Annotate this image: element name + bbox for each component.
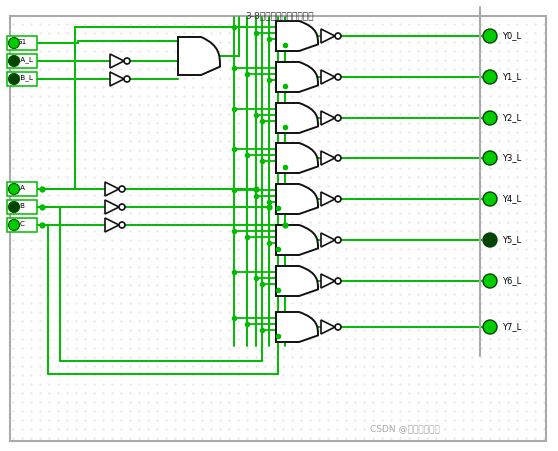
Text: B: B [20,203,25,209]
Circle shape [483,151,497,165]
Circle shape [8,184,20,194]
PathPatch shape [276,266,318,296]
Bar [7,182,37,196]
PathPatch shape [276,103,318,133]
Circle shape [119,186,125,192]
Polygon shape [105,182,119,196]
PathPatch shape [276,312,318,342]
Text: G1: G1 [17,39,27,45]
Text: G2A_L: G2A_L [11,57,33,64]
Circle shape [8,202,20,212]
Circle shape [124,58,130,64]
Text: Y4_L: Y4_L [502,194,521,203]
Text: Y6_L: Y6_L [502,276,521,285]
Circle shape [335,74,341,80]
Text: A: A [20,185,25,191]
Circle shape [483,274,497,288]
Text: Y3_L: Y3_L [502,153,521,162]
PathPatch shape [276,184,318,214]
Circle shape [8,55,20,66]
Circle shape [483,320,497,334]
Text: Y1_L: Y1_L [502,73,521,82]
Polygon shape [321,151,335,165]
Polygon shape [321,192,335,206]
Text: Y7_L: Y7_L [502,322,521,331]
Circle shape [335,115,341,121]
Circle shape [335,33,341,39]
Circle shape [335,324,341,330]
PathPatch shape [276,21,318,51]
Circle shape [335,155,341,161]
Polygon shape [321,233,335,247]
Polygon shape [105,200,119,214]
PathPatch shape [178,37,220,75]
Circle shape [483,29,497,43]
Circle shape [119,204,125,210]
Circle shape [8,74,20,84]
Circle shape [335,196,341,202]
Bar [7,72,37,86]
Polygon shape [105,218,119,232]
Text: 3-8译码器子模块实现区域: 3-8译码器子模块实现区域 [246,11,314,20]
Text: Y2_L: Y2_L [502,114,521,123]
Circle shape [483,233,497,247]
PathPatch shape [276,143,318,173]
Circle shape [124,76,130,82]
Circle shape [119,222,125,228]
PathPatch shape [276,62,318,92]
Bar [7,54,37,68]
Bar [7,36,37,50]
Polygon shape [321,70,335,84]
Text: Y0_L: Y0_L [502,32,521,41]
Text: CSDN @追逐远方的梦: CSDN @追逐远方的梦 [370,424,440,433]
Circle shape [335,278,341,284]
Polygon shape [321,320,335,334]
Circle shape [483,192,497,206]
Text: C: C [20,221,25,227]
Polygon shape [321,111,335,125]
PathPatch shape [276,225,318,255]
Polygon shape [321,274,335,288]
Polygon shape [110,54,124,68]
Circle shape [335,237,341,243]
Text: G2B_L: G2B_L [11,74,33,81]
Circle shape [8,220,20,230]
Circle shape [483,70,497,84]
Circle shape [483,111,497,125]
Bar [7,218,37,232]
Polygon shape [321,29,335,43]
Bar [7,200,37,214]
Polygon shape [110,72,124,86]
Text: Y5_L: Y5_L [502,235,521,244]
Circle shape [8,37,20,49]
